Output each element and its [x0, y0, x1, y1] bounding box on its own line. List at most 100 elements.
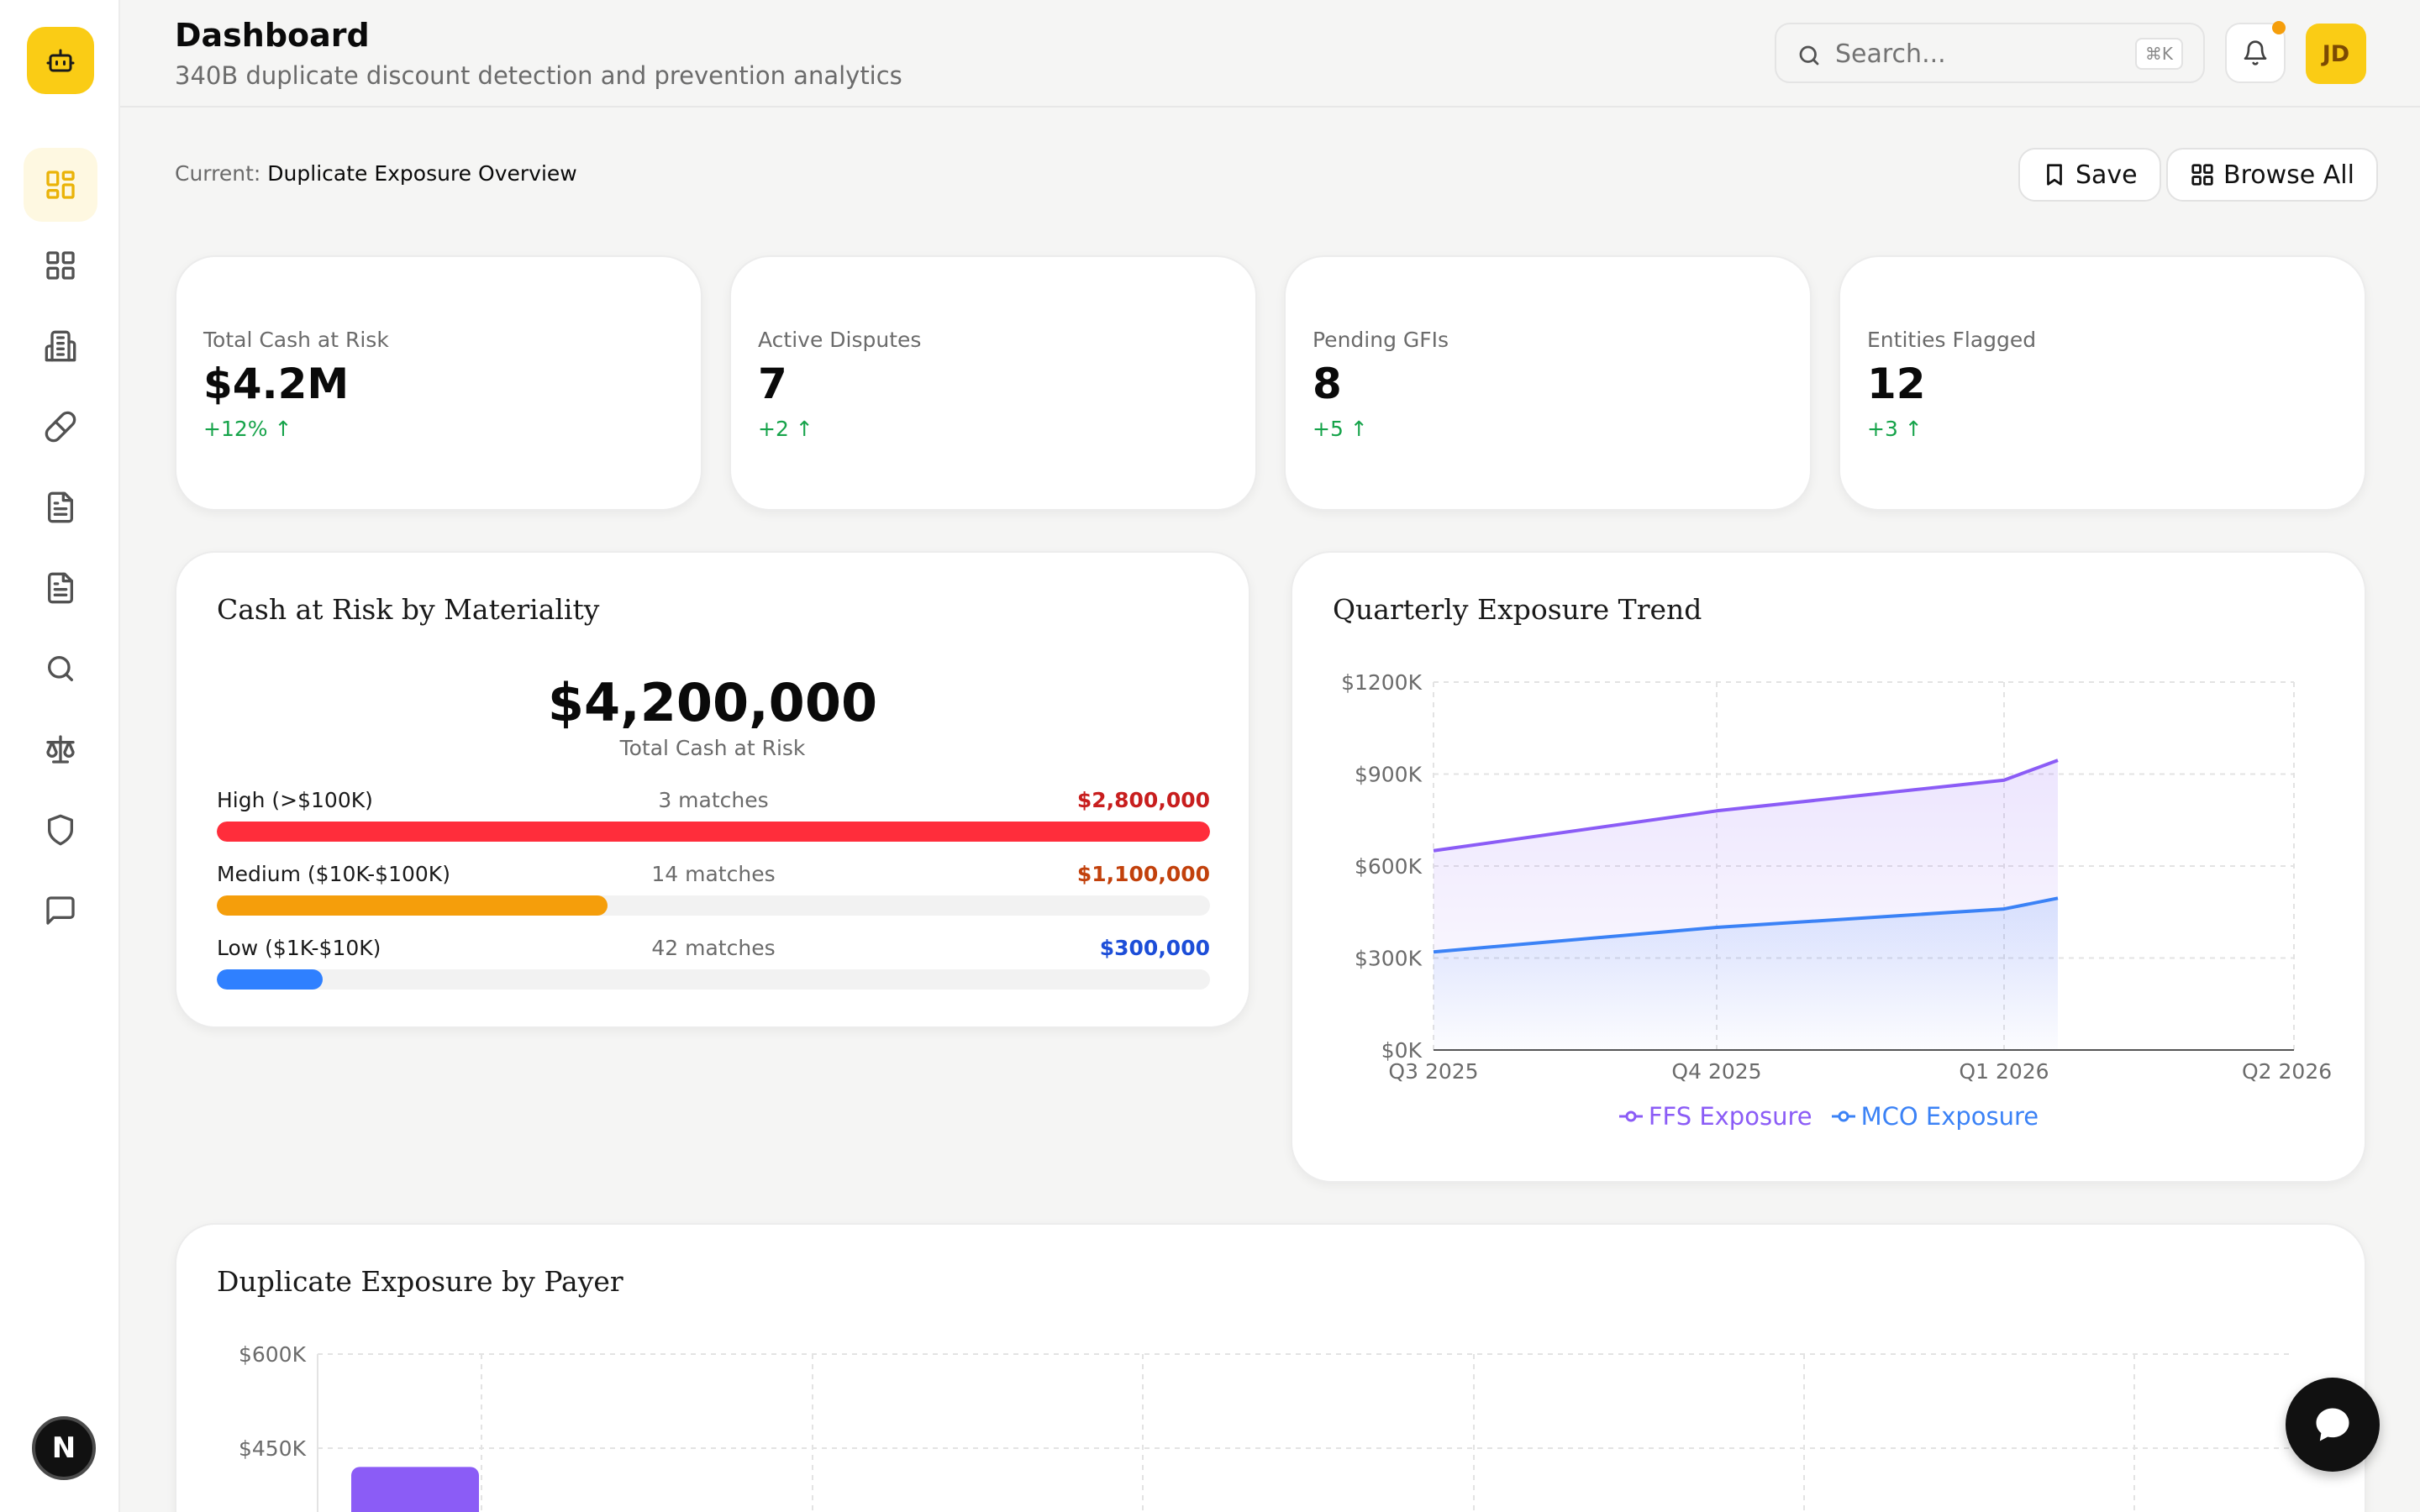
y-tick-label: $450K [239, 1436, 307, 1461]
materiality-row-label: Medium ($10K-$100K) [217, 862, 450, 886]
save-button[interactable]: Save [2018, 148, 2161, 202]
kpi-label: Active Disputes [758, 328, 922, 352]
kpi-card-cash-at-risk: Total Cash at Risk $4.2M +12% ↑ [175, 255, 702, 511]
search-icon [1799, 45, 1819, 66]
current-view-name: Duplicate Exposure Overview [267, 161, 577, 186]
search-input[interactable]: Search... ⌘K [1775, 23, 2205, 83]
browse-all-label: Browse All [2223, 160, 2354, 190]
materiality-total: $4,200,000 [547, 672, 878, 733]
save-button-label: Save [2075, 160, 2138, 190]
x-tick-label: Q1 2026 [1959, 1059, 2049, 1084]
nav-documents[interactable] [24, 470, 97, 544]
kpi-label: Entities Flagged [1867, 328, 2037, 352]
building-icon [45, 330, 76, 362]
grid-icon [2191, 164, 2213, 186]
trend-chart: $0K $300K $600K $900K $1200K Q3 2025 Q4 2025 Q1… [1341, 670, 2332, 1084]
x-tick-label: Q4 2025 [1671, 1059, 1761, 1084]
nav-disputes[interactable] [24, 712, 97, 786]
legend-label: MCO Exposure [1860, 1102, 2039, 1131]
materiality-row-label: Low ($1K-$10K) [217, 936, 381, 960]
materiality-row-label: High (>$100K) [217, 788, 373, 812]
materiality-bar-track [217, 969, 1210, 990]
y-tick-label: $300K [1355, 947, 1423, 971]
app-logo[interactable] [27, 27, 94, 94]
chat-icon [2316, 1408, 2349, 1441]
materiality-row-amount: $2,800,000 [1076, 788, 1210, 812]
search-placeholder: Search... [1835, 39, 1946, 69]
chat-button[interactable] [2286, 1378, 2380, 1472]
nav-search[interactable] [24, 632, 97, 706]
materiality-row-medium: Medium ($10K-$100K) 14 matches $1,100,00… [217, 862, 1210, 921]
payer-title: Duplicate Exposure by Payer [217, 1265, 623, 1298]
series-area-mco [1434, 898, 2058, 1050]
materiality-row-matches: 14 matches [651, 862, 776, 886]
nav-entities[interactable] [24, 309, 97, 383]
browse-all-button[interactable]: Browse All [2166, 148, 2378, 202]
x-tick-label: Q2 2026 [2242, 1059, 2332, 1084]
materiality-row-high: High (>$100K) 3 matches $2,800,000 [217, 788, 1210, 847]
bot-icon [46, 49, 75, 72]
nav-compliance[interactable] [24, 793, 97, 867]
grid-icon [46, 251, 75, 280]
y-tick-label: $900K [1355, 763, 1423, 787]
document-icon [48, 491, 74, 523]
materiality-bar-fill [217, 822, 1210, 842]
y-tick-label: $0K [1381, 1038, 1423, 1063]
dashboard-icon [46, 171, 75, 199]
kpi-label: Pending GFIs [1313, 328, 1449, 352]
x-tick-label: Q3 2025 [1388, 1059, 1478, 1084]
legend-marker-icon [1618, 1110, 1643, 1122]
materiality-row-amount: $1,100,000 [1076, 862, 1210, 886]
header [120, 0, 2420, 108]
legend-marker-icon [1831, 1110, 1855, 1122]
avatar-initials: JD [2322, 40, 2350, 67]
payer-bar [351, 1467, 479, 1512]
materiality-row-low: Low ($1K-$10K) 42 matches $300,000 [217, 936, 1210, 995]
bell-icon [2244, 40, 2267, 66]
series-line-mco [1433, 896, 2059, 954]
search-shortcut: ⌘K [2134, 38, 2183, 70]
nav-reports[interactable] [24, 551, 97, 625]
scale-icon [46, 735, 75, 764]
nav-messages[interactable] [24, 874, 97, 948]
kpi-label: Total Cash at Risk [203, 328, 389, 352]
materiality-bar-fill [217, 969, 324, 990]
search-icon [48, 656, 74, 681]
nav-drugs[interactable] [24, 390, 97, 464]
kpi-card-entities-flagged: Entities Flagged 12 +3 ↑ [1839, 255, 2366, 511]
notification-dot [2272, 21, 2286, 34]
current-view-label: Current: [175, 161, 261, 186]
legend-item-mco[interactable]: MCO Exposure [1831, 1102, 2039, 1131]
y-tick-label: $1200K [1341, 670, 1423, 695]
user-avatar[interactable]: JD [2306, 24, 2366, 84]
payer-card: Duplicate Exposure by Payer $600K $450K [175, 1223, 2366, 1512]
trend-legend: FFS Exposure MCO Exposure [1292, 1102, 2365, 1131]
user-badge[interactable]: N [32, 1416, 96, 1480]
kpi-card-active-disputes: Active Disputes 7 +2 ↑ [729, 255, 1257, 511]
legend-label: FFS Exposure [1648, 1102, 1812, 1131]
kpi-delta: +3 ↑ [1867, 417, 1923, 441]
nav-grid[interactable] [24, 228, 97, 302]
nav-dashboard[interactable] [24, 148, 97, 222]
materiality-bar-track [217, 895, 1210, 916]
materiality-row-matches: 42 matches [651, 936, 776, 960]
page-title: Dashboard [175, 17, 370, 54]
sidebar: N [0, 0, 120, 1512]
materiality-title: Cash at Risk by Materiality [217, 593, 600, 626]
kpi-delta: +2 ↑ [758, 417, 813, 441]
kpi-delta: +12% ↑ [203, 417, 292, 441]
materiality-bar-fill [217, 895, 608, 916]
materiality-card: Cash at Risk by Materiality $4,200,000 T… [175, 551, 1250, 1028]
shield-icon [48, 814, 74, 846]
legend-item-ffs[interactable]: FFS Exposure [1618, 1102, 1812, 1131]
kpi-value: 12 [1867, 360, 1926, 408]
materiality-total-label: Total Cash at Risk [619, 736, 806, 760]
y-tick-label: $600K [239, 1342, 307, 1367]
page-subtitle: 340B duplicate discount detection and pr… [175, 61, 902, 90]
report-icon [48, 572, 74, 604]
materiality-bar-track [217, 822, 1210, 842]
message-icon [46, 896, 75, 925]
kpi-value: 8 [1313, 360, 1342, 408]
kpi-value: 7 [758, 360, 787, 408]
series-line-ffs [1433, 759, 2059, 853]
